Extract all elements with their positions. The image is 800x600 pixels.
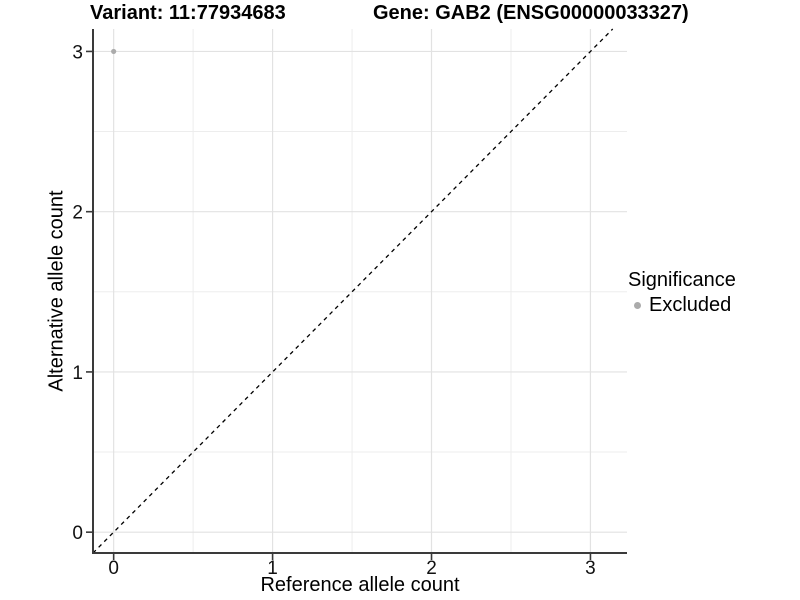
x-axis-title: Reference allele count	[260, 574, 460, 596]
y-axis-title: Alternative allele count	[45, 190, 68, 392]
y-tick-label: 3	[72, 42, 83, 63]
y-tick-label: 1	[72, 363, 83, 384]
y-tick-label: 2	[72, 203, 83, 224]
data-point	[111, 48, 117, 55]
y-tick-label: 0	[72, 523, 83, 544]
plot-title-variant: Variant: 11:77934683	[90, 2, 286, 24]
legend-point-icon	[634, 301, 641, 309]
x-tick-label: 2	[426, 558, 437, 579]
x-tick-label: 3	[585, 558, 596, 579]
x-tick-label: 1	[267, 558, 278, 579]
legend: Significance Excluded	[628, 269, 736, 316]
legend-entry-label: Excluded	[649, 294, 732, 316]
legend-entry: Excluded	[628, 294, 736, 316]
legend-title: Significance	[628, 269, 736, 291]
x-tick-label: 0	[108, 558, 119, 579]
plot-title-gene: Gene: GAB2 (ENSG00000033327)	[373, 2, 689, 24]
identity-line	[92, 28, 614, 554]
